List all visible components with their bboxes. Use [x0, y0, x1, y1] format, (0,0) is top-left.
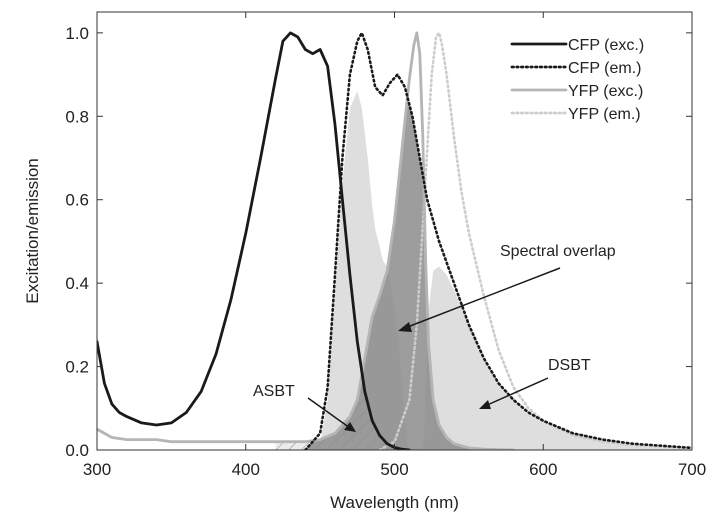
legend-label: YFP (exc.): [568, 83, 643, 100]
y-tick-label: 0.8: [65, 107, 89, 126]
x-axis: 300 400 500 600 700: [83, 12, 706, 479]
x-axis-title: Wavelength (nm): [330, 493, 459, 512]
annotation-asbt: ASBT: [253, 383, 295, 400]
y-tick-label: 0.0: [65, 441, 89, 460]
y-axis-title: Excitation/emission: [23, 158, 42, 304]
series-line-yfp-exc: [97, 31, 515, 450]
annotation-arrow-dsbt: [484, 377, 549, 407]
y-tick-label: 1.0: [65, 24, 89, 43]
series-line-cfp-exc: [97, 31, 411, 450]
x-tick-label: 400: [232, 460, 260, 479]
y-tick-label: 0.4: [65, 274, 89, 293]
spectral-overlap-area: [305, 98, 484, 450]
dsbt-area: [305, 91, 692, 450]
x-tick-label: 600: [529, 460, 557, 479]
annotation-arrow-spectral-overlap: [404, 267, 561, 329]
legend-label: CFP (exc.): [568, 37, 644, 54]
series-layer: [97, 31, 692, 450]
annotation-dsbt: DSBT: [548, 357, 591, 374]
annotation-arrowhead-dsbt: [479, 400, 491, 409]
series-line-yfp-em: [378, 31, 692, 450]
annotations: Spectral overlap ASBT DSBT: [253, 243, 616, 432]
legend-label: CFP (em.): [568, 60, 641, 77]
annotation-arrow-asbt: [307, 397, 351, 429]
annotation-spectral-overlap: Spectral overlap: [500, 243, 616, 260]
x-tick-label: 700: [678, 460, 706, 479]
x-tick-label: 500: [380, 460, 408, 479]
annotation-arrowhead-spectral-overlap: [398, 322, 412, 332]
y-tick-label: 0.2: [65, 358, 89, 377]
legend: CFP (exc.) CFP (em.) YFP (exc.) YFP (em.): [510, 37, 644, 123]
y-tick-label: 0.6: [65, 191, 89, 210]
y-axis: 0.0 0.2 0.4 0.6 0.8 1.0: [65, 24, 692, 460]
x-tick-label: 300: [83, 460, 111, 479]
annotation-arrowhead-asbt: [344, 422, 356, 432]
series-line-cfp-em: [303, 31, 692, 450]
legend-label: YFP (em.): [568, 106, 641, 123]
